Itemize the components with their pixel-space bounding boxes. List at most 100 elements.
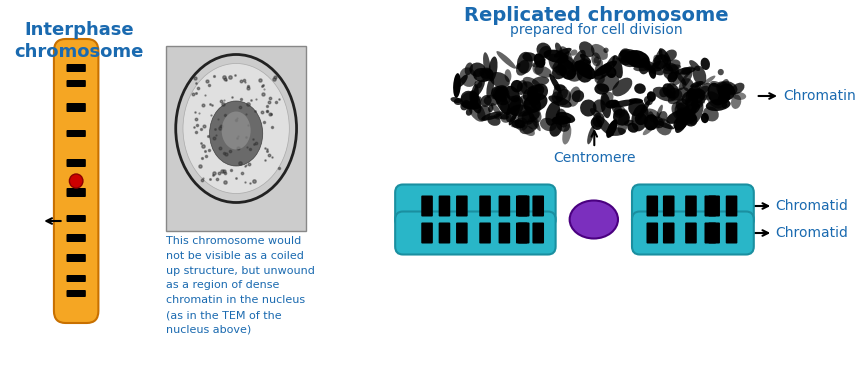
FancyBboxPatch shape <box>632 185 753 228</box>
Ellipse shape <box>495 90 510 105</box>
FancyBboxPatch shape <box>67 290 86 297</box>
Ellipse shape <box>506 97 521 122</box>
Ellipse shape <box>553 85 568 100</box>
Ellipse shape <box>679 71 693 90</box>
Ellipse shape <box>611 100 622 116</box>
Ellipse shape <box>698 88 705 104</box>
Ellipse shape <box>635 113 647 125</box>
Ellipse shape <box>591 52 601 66</box>
Ellipse shape <box>522 111 535 125</box>
FancyBboxPatch shape <box>479 196 491 217</box>
Ellipse shape <box>624 120 634 126</box>
Ellipse shape <box>540 118 556 131</box>
Ellipse shape <box>617 109 628 135</box>
Ellipse shape <box>459 67 477 87</box>
FancyBboxPatch shape <box>663 222 674 244</box>
Ellipse shape <box>601 92 614 106</box>
Ellipse shape <box>523 93 548 112</box>
FancyBboxPatch shape <box>498 196 510 217</box>
Ellipse shape <box>642 126 654 135</box>
FancyBboxPatch shape <box>647 196 658 217</box>
Ellipse shape <box>477 105 490 121</box>
Text: Replicated chromosome: Replicated chromosome <box>464 6 728 25</box>
Ellipse shape <box>536 43 551 58</box>
Ellipse shape <box>569 201 618 239</box>
Ellipse shape <box>510 104 532 117</box>
Ellipse shape <box>654 50 662 68</box>
Ellipse shape <box>656 105 663 118</box>
Ellipse shape <box>574 60 590 68</box>
Ellipse shape <box>515 117 528 131</box>
Ellipse shape <box>490 72 510 88</box>
Ellipse shape <box>628 123 639 133</box>
Ellipse shape <box>595 68 607 74</box>
Ellipse shape <box>637 99 651 120</box>
Ellipse shape <box>504 69 511 82</box>
Ellipse shape <box>552 51 569 69</box>
Ellipse shape <box>532 77 549 86</box>
Ellipse shape <box>495 88 508 102</box>
Ellipse shape <box>664 65 681 71</box>
Ellipse shape <box>634 64 652 71</box>
Ellipse shape <box>655 121 661 129</box>
Ellipse shape <box>543 50 569 63</box>
Ellipse shape <box>209 101 263 166</box>
Ellipse shape <box>523 77 542 92</box>
Ellipse shape <box>505 86 520 102</box>
Ellipse shape <box>545 101 560 126</box>
Ellipse shape <box>466 108 472 116</box>
Ellipse shape <box>557 59 576 80</box>
Ellipse shape <box>567 68 583 82</box>
Ellipse shape <box>556 89 571 106</box>
Ellipse shape <box>686 112 696 121</box>
Ellipse shape <box>644 96 653 105</box>
Ellipse shape <box>675 109 691 133</box>
FancyBboxPatch shape <box>421 196 433 217</box>
Ellipse shape <box>707 91 723 109</box>
Ellipse shape <box>608 120 617 130</box>
Ellipse shape <box>559 46 574 69</box>
Ellipse shape <box>520 81 535 95</box>
Ellipse shape <box>472 79 485 98</box>
Ellipse shape <box>462 101 481 110</box>
Ellipse shape <box>536 58 546 67</box>
FancyBboxPatch shape <box>705 222 716 244</box>
Ellipse shape <box>606 66 616 78</box>
Ellipse shape <box>682 111 697 127</box>
Ellipse shape <box>700 113 709 123</box>
Ellipse shape <box>511 120 526 129</box>
Ellipse shape <box>664 50 677 61</box>
Ellipse shape <box>554 84 565 91</box>
FancyBboxPatch shape <box>438 222 450 244</box>
Ellipse shape <box>594 56 599 63</box>
Ellipse shape <box>221 111 251 149</box>
Ellipse shape <box>470 96 482 108</box>
Ellipse shape <box>454 98 463 105</box>
Ellipse shape <box>549 54 562 73</box>
Ellipse shape <box>453 73 461 98</box>
Ellipse shape <box>571 50 586 72</box>
Ellipse shape <box>690 93 711 100</box>
FancyBboxPatch shape <box>632 212 753 255</box>
Ellipse shape <box>527 90 536 108</box>
Ellipse shape <box>687 83 701 104</box>
Ellipse shape <box>569 86 581 107</box>
Ellipse shape <box>716 81 731 98</box>
FancyBboxPatch shape <box>67 130 86 137</box>
Ellipse shape <box>628 99 645 117</box>
Ellipse shape <box>510 80 523 92</box>
Ellipse shape <box>644 114 658 131</box>
Ellipse shape <box>522 125 535 136</box>
Ellipse shape <box>722 103 727 108</box>
Ellipse shape <box>596 74 619 92</box>
Ellipse shape <box>549 95 572 108</box>
Ellipse shape <box>651 61 666 72</box>
Ellipse shape <box>523 84 544 101</box>
Ellipse shape <box>527 109 541 131</box>
Ellipse shape <box>575 61 596 79</box>
Ellipse shape <box>602 56 615 78</box>
Ellipse shape <box>483 95 501 106</box>
Ellipse shape <box>603 48 608 53</box>
Ellipse shape <box>530 96 542 111</box>
Ellipse shape <box>517 52 533 74</box>
